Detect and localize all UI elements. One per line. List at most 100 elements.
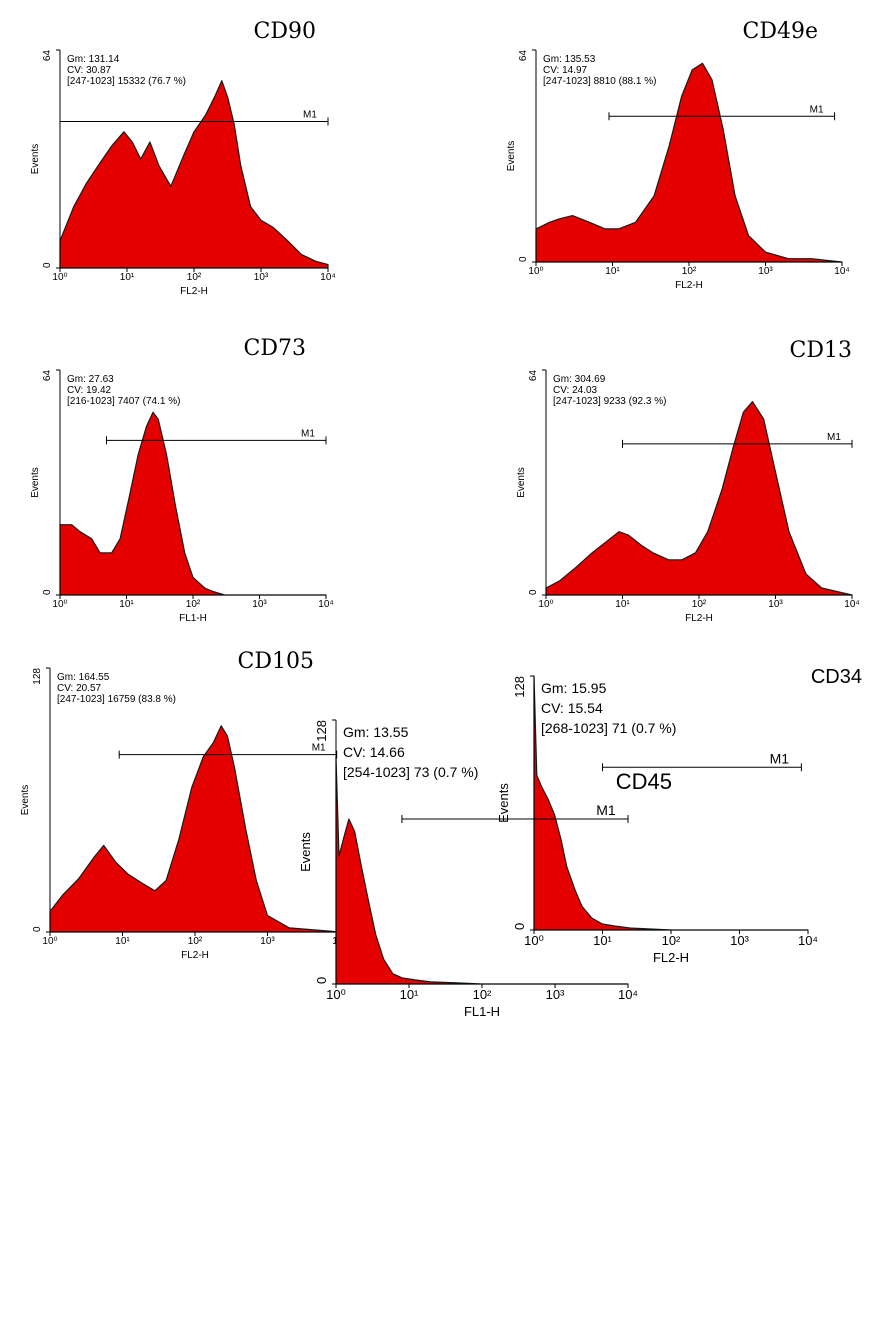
stat-line: [268-1023] 71 (0.7 %) (541, 720, 676, 736)
histogram-area (49, 725, 341, 933)
x-tick-label: 10⁰ (528, 266, 543, 277)
x-tick-label: 10⁴ (798, 933, 818, 948)
x-tick-label: 10¹ (615, 599, 630, 610)
x-tick-label: 10³ (260, 936, 275, 947)
marker-label: M1 (810, 104, 824, 115)
panel-cd73: CD73 0 64 10⁰ 10¹ 10² 10³ 10⁴ FL1-H Events Gm: 27.… (30, 336, 334, 624)
x-tick-label: 10³ (254, 272, 269, 283)
x-tick-label: 10² (187, 272, 202, 283)
y-axis-label: Events (506, 141, 517, 172)
histogram-area (533, 675, 809, 931)
histogram-area (535, 62, 843, 263)
x-tick-label: 10² (692, 599, 707, 610)
y-axis-label: Events (30, 144, 41, 175)
x-tick-label: 10³ (730, 933, 749, 948)
x-tick-label: 10¹ (400, 987, 419, 1002)
stat-line: CV: 24.03 (553, 385, 598, 396)
x-tick-label: 10¹ (120, 272, 135, 283)
stat-line: [216-1023] 7407 (74.1 %) (67, 396, 180, 407)
stat-line: Gm: 164.55 (57, 672, 110, 683)
y-tick-label: 0 (42, 262, 53, 268)
stat-line: [254-1023] 73 (0.7 %) (343, 764, 478, 780)
x-tick-label: 10² (188, 936, 203, 947)
y-axis-label: Events (298, 832, 313, 872)
y-tick-label: 64 (528, 370, 539, 382)
stat-line: Gm: 27.63 (67, 374, 114, 385)
stat-line: Gm: 13.55 (343, 724, 409, 740)
x-tick-label: 10⁰ (326, 987, 346, 1002)
x-tick-label: 10⁰ (524, 933, 544, 948)
x-axis-label: FL1-H (179, 613, 207, 624)
stat-line: CV: 30.87 (67, 65, 112, 76)
y-tick-label: 0 (512, 923, 527, 930)
marker-label: M1 (770, 750, 790, 766)
panel-title: CD49e (743, 19, 819, 44)
y-tick-label: 64 (518, 50, 529, 62)
histogram-area (545, 401, 853, 596)
x-tick-label: 10⁰ (52, 599, 67, 610)
panel-title: CD13 (790, 338, 852, 363)
stat-line: [247-1023] 9233 (92.3 %) (553, 396, 666, 407)
panel-title: CD34 (811, 666, 862, 688)
marker-label: M1 (827, 432, 841, 443)
stat-line: Gm: 15.95 (541, 680, 607, 696)
x-axis-label: FL2-H (181, 950, 209, 961)
x-tick-label: 10³ (252, 599, 267, 610)
stat-line: Gm: 131.14 (67, 54, 120, 65)
x-tick-label: 10⁴ (844, 599, 859, 610)
y-tick-label: 0 (518, 256, 529, 262)
y-tick-label: 0 (314, 977, 329, 984)
x-tick-label: 10¹ (119, 599, 134, 610)
x-tick-label: 10² (662, 933, 681, 948)
stat-line: CV: 14.97 (543, 65, 588, 76)
panel-cd45: CD45 0 128 10⁰ 10¹ 10² 10³ 10⁴ FL1-H Events Gm: 13… (298, 719, 672, 1019)
stat-line: CV: 19.42 (67, 385, 112, 396)
marker-label: M1 (312, 743, 326, 754)
stat-line: [247-1023] 8810 (88.1 %) (543, 76, 656, 87)
marker-label: M1 (303, 110, 317, 121)
y-tick-label: 128 (32, 668, 43, 685)
panel-cd49e: CD49e 0 64 10⁰ 10¹ 10² 10³ 10⁴ FL2-H Events Gm: 13… (506, 19, 850, 291)
panel-cd90: CD90 0 64 10⁰ 10¹ 10² 10³ 10⁴ FL2-H Events Gm: 131… (30, 19, 336, 297)
x-tick-label: 10² (186, 599, 201, 610)
stat-line: CV: 14.66 (343, 744, 405, 760)
y-axis-label: Events (496, 783, 511, 823)
x-axis-label: FL2-H (675, 280, 703, 291)
stat-line: [247-1023] 16759 (83.8 %) (57, 694, 176, 705)
panel-title: CD90 (254, 19, 316, 44)
y-tick-label: 128 (314, 720, 329, 742)
x-tick-label: 10⁰ (52, 272, 67, 283)
x-tick-label: 10⁴ (618, 987, 638, 1002)
x-tick-label: 10² (473, 987, 492, 1002)
x-tick-label: 10⁰ (538, 599, 553, 610)
panel-title: CD45 (616, 769, 672, 794)
x-tick-label: 10³ (546, 987, 565, 1002)
panel-title: CD105 (238, 649, 314, 674)
y-axis-label: Events (20, 785, 31, 816)
x-axis-label: FL1-H (464, 1004, 500, 1019)
panel-cd34: CD34 0 128 10⁰ 10¹ 10² 10³ 10⁴ FL2-H Events Gm: 15… (496, 666, 862, 965)
stat-line: CV: 20.57 (57, 683, 102, 694)
x-tick-label: 10² (682, 266, 697, 277)
y-tick-label: 64 (42, 370, 53, 382)
x-tick-label: 10⁴ (320, 272, 335, 283)
x-tick-label: 10³ (768, 599, 783, 610)
x-tick-label: 10¹ (605, 266, 620, 277)
x-axis-label: FL2-H (180, 286, 208, 297)
histogram-area (59, 411, 327, 596)
stat-line: [247-1023] 15332 (76.7 %) (67, 76, 186, 87)
y-tick-label: 64 (42, 50, 53, 62)
x-tick-label: 10⁴ (834, 266, 849, 277)
y-axis-label: Events (30, 467, 41, 498)
x-tick-label: 10¹ (115, 936, 130, 947)
panel-cd13: CD13 0 64 10⁰ 10¹ 10² 10³ 10⁴ FL2-H Events Gm: 304… (516, 338, 860, 624)
stat-line: CV: 15.54 (541, 700, 603, 716)
stat-line: Gm: 304.69 (553, 374, 606, 385)
marker-label: M1 (301, 428, 315, 439)
x-tick-label: 10³ (758, 266, 773, 277)
y-axis-label: Events (516, 467, 527, 498)
histogram-area (59, 80, 329, 269)
y-tick-label: 0 (528, 589, 539, 595)
